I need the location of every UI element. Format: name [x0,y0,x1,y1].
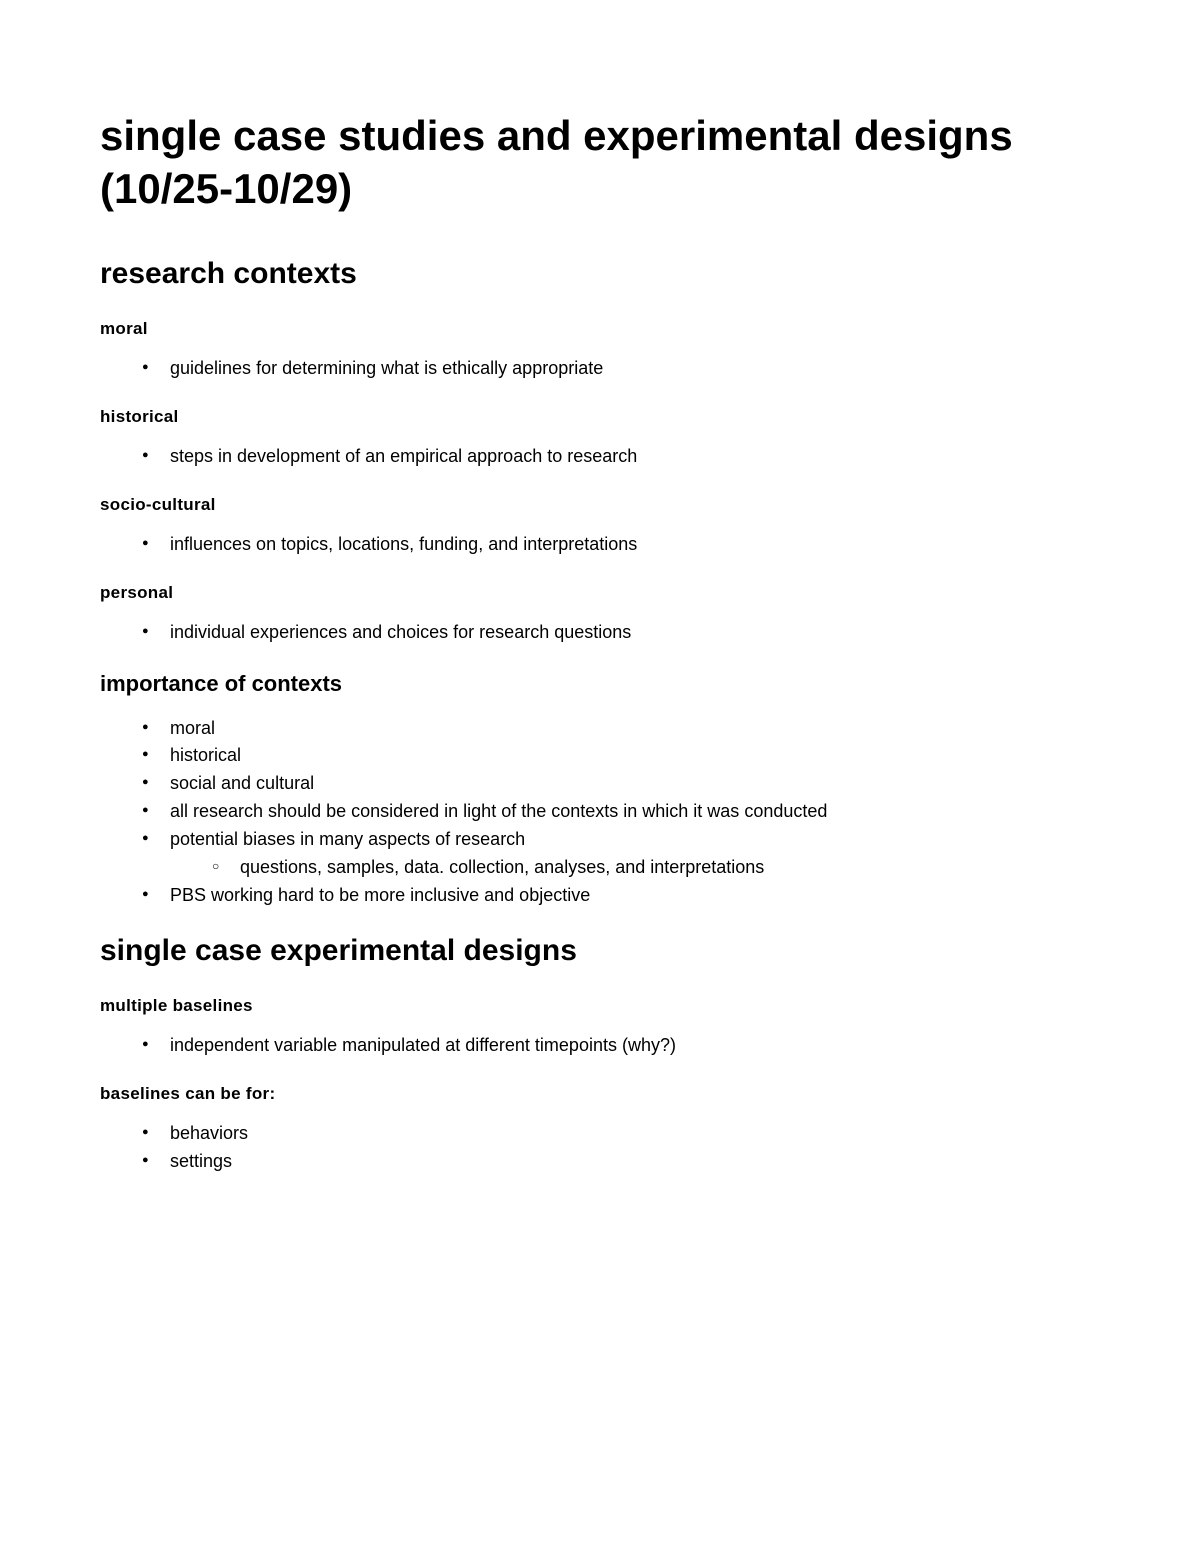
subsection-heading: importance of contexts [100,671,1100,697]
list-item: steps in development of an empirical app… [100,443,1100,471]
page-title: single case studies and experimental des… [100,110,1100,215]
list-item: guidelines for determining what is ethic… [100,355,1100,383]
subsection-heading: baselines can be for: [100,1084,1100,1104]
list-item: historical [100,742,1100,770]
list-item: influences on topics, locations, funding… [100,531,1100,559]
section-heading: research contexts [100,257,1100,291]
bullet-list: steps in development of an empirical app… [100,443,1100,471]
list-item: social and cultural [100,770,1100,798]
subsection-heading: historical [100,407,1100,427]
bullet-list: questions, samples, data. collection, an… [170,854,1100,882]
list-item: potential biases in many aspects of rese… [100,826,1100,882]
subsection-heading: moral [100,319,1100,339]
list-item: behaviors [100,1120,1100,1148]
document-body: research contexts moral guidelines for det… [100,257,1100,1175]
bullet-list: independent variable manipulated at diff… [100,1032,1100,1060]
list-item: all research should be considered in lig… [100,798,1100,826]
list-item: independent variable manipulated at diff… [100,1032,1100,1060]
bullet-list: influences on topics, locations, funding… [100,531,1100,559]
subsection-heading: socio-cultural [100,495,1100,515]
section-heading: single case experimental designs [100,934,1100,968]
bullet-list: guidelines for determining what is ethic… [100,355,1100,383]
bullet-list: moralhistoricalsocial and culturalall re… [100,715,1100,910]
bullet-list: behaviorssettings [100,1120,1100,1176]
bullet-list: individual experiences and choices for r… [100,619,1100,647]
list-item: questions, samples, data. collection, an… [170,854,1100,882]
list-item: individual experiences and choices for r… [100,619,1100,647]
list-item: settings [100,1148,1100,1176]
list-item: PBS working hard to be more inclusive an… [100,882,1100,910]
subsection-heading: multiple baselines [100,996,1100,1016]
subsection-heading: personal [100,583,1100,603]
list-item: moral [100,715,1100,743]
